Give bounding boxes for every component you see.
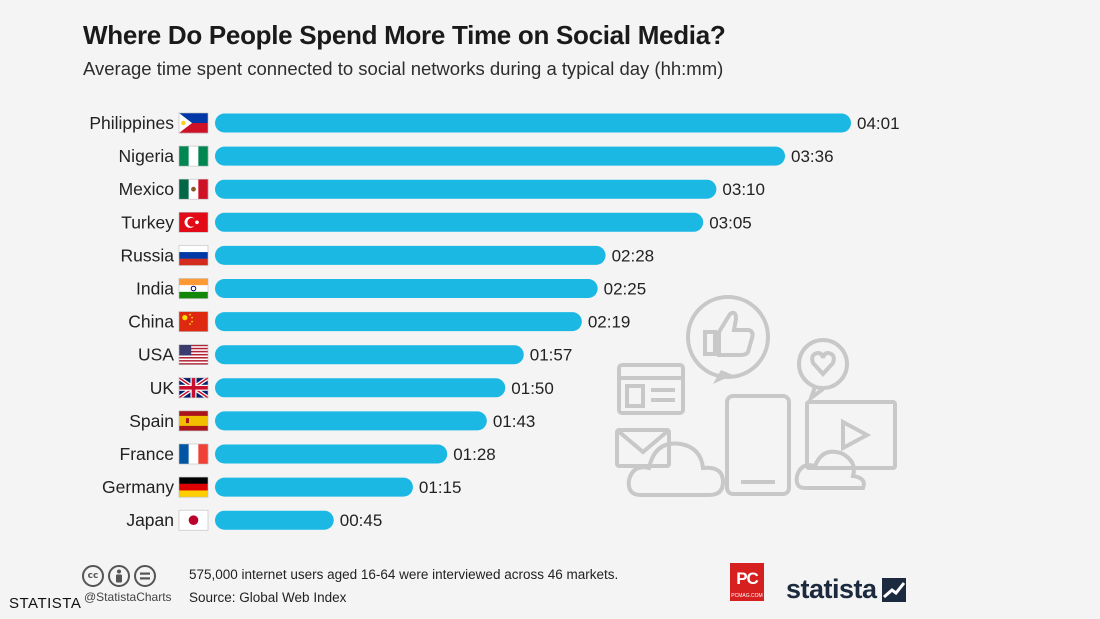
- france-flag-icon: [178, 443, 209, 465]
- bar-china: [215, 312, 582, 332]
- pcmag-logo: PC: [730, 563, 764, 601]
- value-label: 03:36: [791, 147, 834, 166]
- survey-note: 575,000 internet users aged 16-64 were i…: [189, 567, 619, 582]
- spain-flag-icon: [178, 410, 209, 432]
- value-label: 04:01: [857, 114, 900, 133]
- chart-title: Where Do People Spend More Time on Socia…: [83, 20, 726, 50]
- bar-usa: [215, 345, 524, 365]
- nigeria-flag-icon: [178, 145, 209, 167]
- mexico-flag-icon: [178, 178, 209, 200]
- bar-russia: [215, 245, 606, 265]
- watermark: STATISTA: [9, 595, 82, 612]
- category-label: Spain: [129, 411, 174, 431]
- japan-flag-icon: [178, 509, 209, 531]
- philippines-flag-icon: [178, 112, 209, 134]
- value-label: 01:43: [493, 412, 536, 431]
- thumbs-up-bubble-icon: [686, 295, 770, 384]
- no-derivatives-icon: [134, 565, 156, 587]
- category-label: China: [128, 312, 174, 332]
- category-label: France: [120, 444, 174, 464]
- bar-germany: [215, 477, 413, 497]
- turkey-flag-icon: [178, 212, 209, 233]
- pcmag-logo-subtext: PCMAG.COM: [731, 593, 763, 599]
- creative-commons-icons: cc: [82, 565, 156, 587]
- usa-flag-icon: [178, 344, 209, 366]
- bar-turkey: [215, 212, 704, 232]
- russia-flag-icon: [178, 245, 209, 266]
- value-label: 01:15: [419, 478, 462, 497]
- value-label: 00:45: [340, 511, 383, 530]
- browser-window-icon: [617, 363, 685, 415]
- bar-india: [215, 279, 598, 298]
- category-label: India: [136, 279, 174, 299]
- statista-logo: statista: [786, 574, 877, 604]
- category-label: Philippines: [89, 113, 174, 133]
- equals-icon: [140, 572, 150, 580]
- bar-mexico: [215, 179, 717, 199]
- cloud-icon: [626, 441, 866, 497]
- value-label: 03:10: [722, 180, 765, 199]
- social-media-illustration: [615, 295, 897, 497]
- bar-chart: Philippines 04:01 Nigeria 03:36 Mexico 03:10 T…: [89, 112, 900, 531]
- bar-philippines: [215, 113, 851, 133]
- video-play-icon: [805, 400, 897, 470]
- bar-japan: [215, 510, 334, 530]
- heart-bubble-icon: [797, 338, 849, 404]
- bar-spain: [215, 411, 487, 431]
- bar-uk: [215, 378, 506, 398]
- category-label: Russia: [121, 245, 175, 265]
- value-label: 02:25: [604, 280, 647, 299]
- category-label: Germany: [102, 477, 174, 497]
- attribution-icon: [108, 565, 130, 587]
- uk-flag-icon: [177, 376, 210, 400]
- value-label: 02:28: [612, 246, 655, 265]
- category-label: USA: [138, 345, 174, 365]
- value-label: 01:28: [453, 445, 496, 464]
- statista-mark-icon: [882, 578, 906, 602]
- category-label: Nigeria: [119, 146, 175, 166]
- china-flag-icon: [178, 311, 209, 332]
- value-label: 02:19: [588, 313, 631, 332]
- india-flag-icon: [178, 278, 209, 299]
- chart-subtitle: Average time spent connected to social n…: [83, 58, 724, 79]
- person-icon: [116, 569, 122, 583]
- germany-flag-icon: [178, 476, 209, 498]
- category-label: Japan: [126, 510, 174, 530]
- bar-nigeria: [215, 146, 786, 166]
- value-label: 01:50: [511, 379, 554, 398]
- statista-handle: @StatistaCharts: [84, 590, 172, 604]
- category-label: Mexico: [119, 179, 174, 199]
- tablet-icon: [725, 394, 791, 496]
- value-label: 01:57: [530, 346, 573, 365]
- cc-icon: cc: [82, 565, 104, 587]
- category-label: UK: [150, 378, 175, 398]
- category-label: Turkey: [121, 212, 174, 232]
- bar-france: [215, 444, 448, 464]
- source-note: Source: Global Web Index: [189, 590, 347, 605]
- value-label: 03:05: [709, 213, 752, 232]
